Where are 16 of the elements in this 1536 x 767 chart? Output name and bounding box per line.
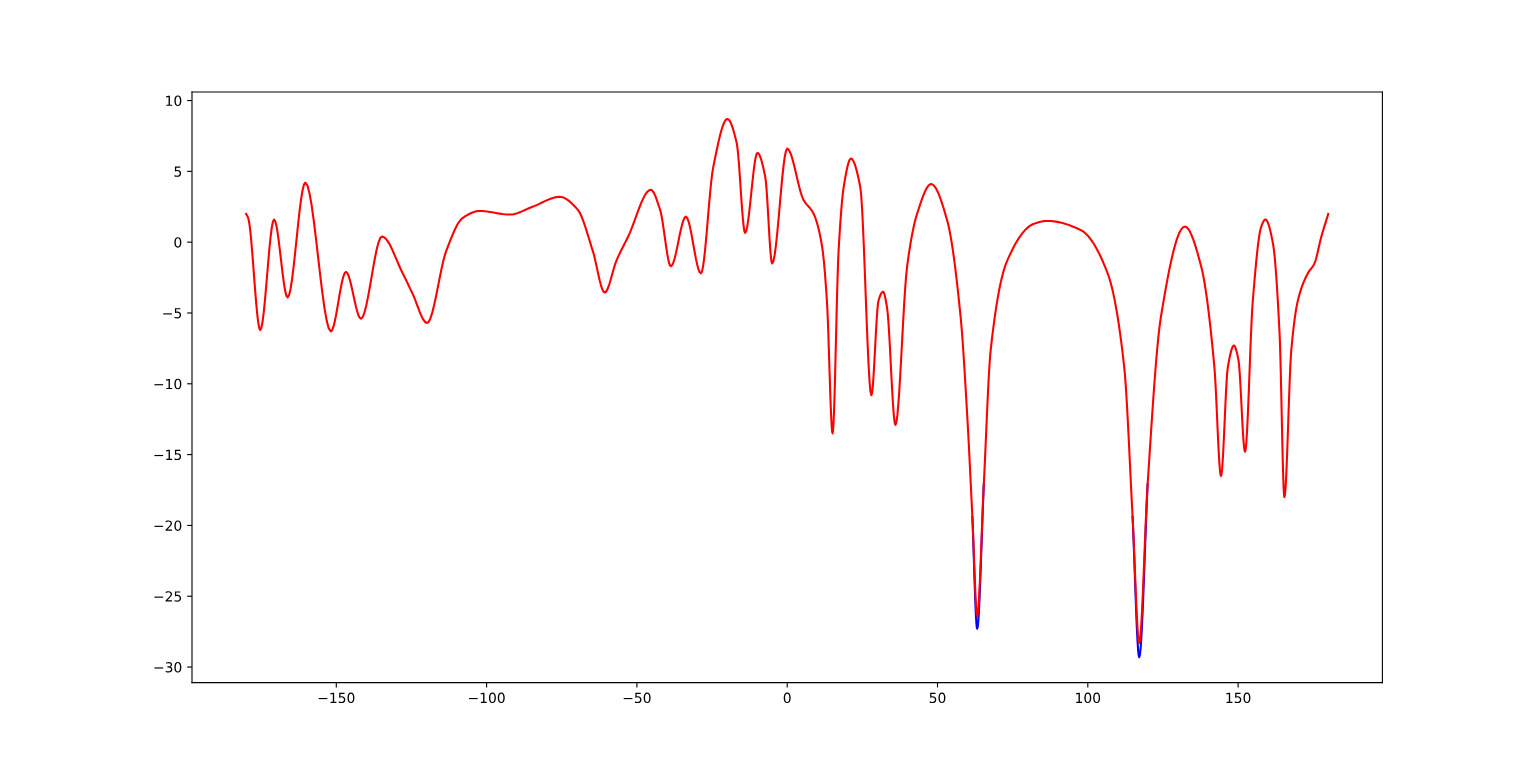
y-tick-label: −5 <box>163 308 182 319</box>
x-tick-label: −100 <box>468 692 505 704</box>
y-tick-label: −20 <box>154 520 182 531</box>
x-tick-label: −150 <box>318 692 355 704</box>
y-tick-label: 5 <box>174 166 182 177</box>
x-tick-label: −50 <box>623 692 651 704</box>
x-tick-label: 0 <box>783 692 791 704</box>
y-tick-label: −30 <box>154 662 182 673</box>
x-tick-label: 100 <box>1076 692 1101 704</box>
x-tick-label: 150 <box>1226 692 1251 704</box>
x-tick-label: 50 <box>929 692 946 704</box>
y-tick-label: −25 <box>154 591 182 602</box>
y-tick-label: 0 <box>174 237 182 248</box>
y-tick-label: −10 <box>154 378 182 390</box>
y-tick-label: −15 <box>154 449 182 461</box>
y-tick-label: 10 <box>166 95 182 107</box>
